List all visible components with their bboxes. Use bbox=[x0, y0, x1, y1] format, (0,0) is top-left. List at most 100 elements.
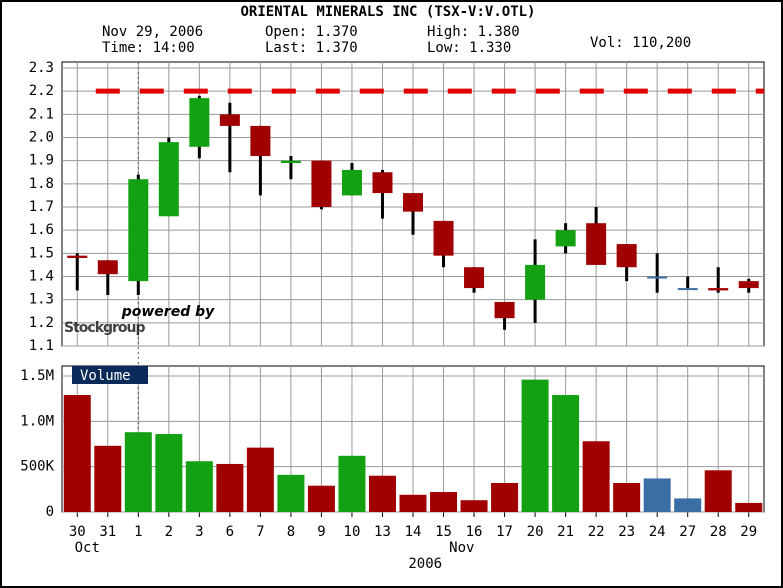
x-tick-label: 1 bbox=[134, 524, 142, 540]
x-tick-label: 23 bbox=[618, 524, 635, 540]
volume-bar bbox=[185, 461, 213, 512]
y-tick-label: 1.5 bbox=[29, 245, 54, 261]
x-tick-label: 14 bbox=[405, 524, 422, 540]
y-tick-label: 1.8 bbox=[29, 176, 54, 192]
y-tick-label: 1.3 bbox=[29, 292, 54, 308]
y-tick-label: 1.2 bbox=[29, 315, 54, 331]
info-last: Last: 1.370 bbox=[265, 40, 358, 56]
volume-tick-label: 0 bbox=[46, 504, 54, 520]
volume-bar bbox=[521, 379, 549, 512]
x-tick-label: 21 bbox=[557, 524, 574, 540]
month-label: Oct bbox=[75, 540, 100, 556]
volume-bar bbox=[94, 445, 122, 512]
candle-body bbox=[280, 160, 301, 163]
x-tick-label: 7 bbox=[256, 524, 264, 540]
volume-tick-label: 500K bbox=[20, 459, 54, 475]
candle-body bbox=[586, 223, 607, 265]
candle-body bbox=[311, 160, 332, 207]
volume-bar bbox=[460, 500, 488, 512]
x-tick-label: 10 bbox=[344, 524, 361, 540]
y-tick-label: 1.9 bbox=[29, 153, 54, 169]
candle-body bbox=[250, 125, 271, 157]
x-tick-label: 13 bbox=[374, 524, 391, 540]
x-tick-label: 9 bbox=[317, 524, 325, 540]
info-open: Open: 1.370 bbox=[265, 24, 358, 40]
candle-body bbox=[738, 281, 759, 289]
volume-bar bbox=[582, 441, 610, 512]
info-date: Nov 29, 2006 bbox=[102, 24, 203, 40]
volume-bar bbox=[491, 482, 519, 512]
candle-body bbox=[372, 172, 393, 194]
volume-bar bbox=[155, 434, 183, 512]
volume-bar bbox=[643, 478, 671, 512]
info-volume: Vol: 110,200 bbox=[590, 35, 691, 51]
x-tick-label: 22 bbox=[588, 524, 605, 540]
volume-bar bbox=[277, 474, 305, 512]
y-tick-label: 2.2 bbox=[29, 83, 54, 99]
candle-body bbox=[219, 114, 240, 126]
volume-bar bbox=[338, 455, 366, 512]
candle-body bbox=[341, 169, 362, 196]
x-tick-label: 28 bbox=[710, 524, 727, 540]
volume-bar bbox=[552, 395, 580, 512]
candle-body bbox=[403, 193, 423, 212]
volume-label: Volume bbox=[80, 368, 131, 384]
x-tick-label: 20 bbox=[527, 524, 544, 540]
candle-body bbox=[677, 288, 698, 291]
volume-bar bbox=[704, 470, 732, 512]
x-tick-label: 24 bbox=[649, 524, 666, 540]
y-tick-label: 2.3 bbox=[29, 60, 54, 76]
candle-body bbox=[555, 230, 576, 247]
info-time: Time: 14:00 bbox=[102, 40, 195, 56]
x-tick-label: 2 bbox=[165, 524, 173, 540]
volume-tick-label: 1.5M bbox=[20, 368, 54, 384]
candle-body bbox=[67, 255, 88, 258]
x-tick-label: 16 bbox=[466, 524, 483, 540]
candle-body bbox=[525, 264, 546, 300]
y-tick-label: 1.7 bbox=[29, 199, 54, 215]
month-label: Nov bbox=[449, 540, 474, 556]
watermark-caption: powered by bbox=[121, 304, 215, 320]
y-tick-label: 1.6 bbox=[29, 222, 54, 238]
candle-body bbox=[708, 288, 729, 291]
volume-bar bbox=[368, 475, 396, 512]
volume-bar bbox=[674, 498, 702, 512]
x-tick-label: 17 bbox=[496, 524, 513, 540]
volume-bar bbox=[246, 447, 274, 512]
info-low: Low: 1.330 bbox=[427, 40, 511, 56]
chart-title: ORIENTAL MINERALS INC (TSX-V:V.OTL) bbox=[240, 4, 535, 20]
x-tick-label: 30 bbox=[69, 524, 86, 540]
candle-body bbox=[464, 267, 485, 289]
plot-layer: 30 31 1 2 3 6 7 8 9 10 13 14 15 16 17 20 21 22 23 24 27 28 29O… bbox=[20, 60, 765, 572]
candle-body bbox=[97, 260, 118, 275]
y-tick-label: 1.4 bbox=[29, 269, 54, 285]
x-tick-label: 8 bbox=[287, 524, 295, 540]
candle-body bbox=[189, 98, 210, 147]
volume-bar bbox=[735, 502, 763, 512]
volume-bar bbox=[399, 494, 427, 512]
y-tick-label: 2.0 bbox=[29, 130, 54, 146]
volume-bar bbox=[124, 432, 152, 512]
x-tick-label: 27 bbox=[679, 524, 696, 540]
info-high: High: 1.380 bbox=[427, 24, 520, 40]
y-tick-label: 1.1 bbox=[29, 338, 54, 354]
x-tick-label: 3 bbox=[195, 524, 203, 540]
year-label: 2006 bbox=[408, 556, 442, 572]
candle-body bbox=[158, 142, 179, 217]
x-tick-label: 29 bbox=[740, 524, 757, 540]
candle-body bbox=[647, 276, 668, 279]
volume-tick-label: 1.0M bbox=[20, 413, 54, 429]
candle-body bbox=[616, 244, 637, 268]
volume-bar bbox=[216, 463, 244, 512]
volume-bar bbox=[63, 395, 91, 512]
volume-bar bbox=[307, 485, 335, 512]
x-tick-label: 31 bbox=[99, 524, 116, 540]
candle-body bbox=[433, 220, 454, 256]
x-tick-label: 6 bbox=[226, 524, 234, 540]
watermark: Stockgroup bbox=[64, 320, 146, 336]
volume-bar bbox=[613, 482, 641, 512]
candle-body bbox=[128, 179, 149, 282]
volume-bar bbox=[430, 492, 458, 512]
y-tick-label: 2.1 bbox=[29, 106, 54, 122]
